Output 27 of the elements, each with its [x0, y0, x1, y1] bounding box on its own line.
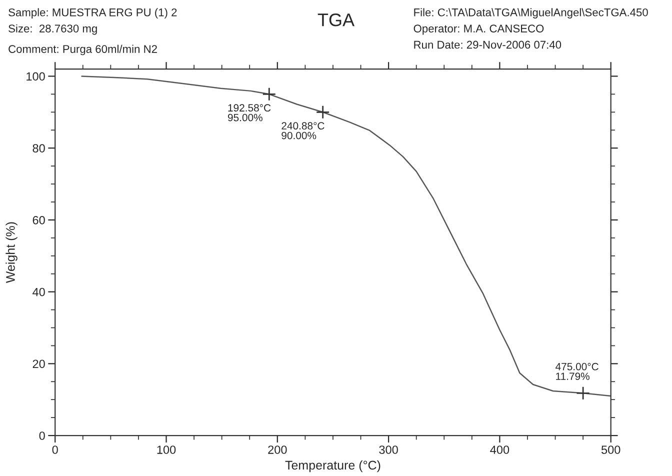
text: Sample: MUESTRA ERG PU (1) 2 — [8, 8, 177, 19]
x-tick-label: 200 — [268, 446, 287, 454]
x-tick-label: 0 — [52, 446, 58, 454]
text: Size: 28.7630 mg — [8, 24, 97, 35]
point — [576, 386, 590, 400]
annotation: 192.58°C 95.00% — [228, 104, 271, 122]
y-tick-label: 100 — [26, 72, 45, 81]
annotation: 475.00°C 11.79% — [556, 362, 598, 380]
y-tick-label: 60 — [32, 216, 45, 224]
y-tick-label: 0 — [39, 432, 45, 440]
x-tick-label: 400 — [490, 446, 510, 454]
x-axis-title: Temperature (°C) — [285, 460, 380, 472]
text: Operator: M.A. CANSECO — [414, 24, 544, 35]
y-tick-label: 80 — [32, 144, 45, 152]
y-tick-label: 40 — [32, 288, 45, 296]
y-tick-label: 20 — [32, 360, 45, 368]
x-tick-label: 100 — [157, 446, 176, 454]
point — [316, 105, 330, 120]
point — [262, 87, 276, 102]
x-tick-label: 300 — [379, 446, 398, 454]
annotation: 240.88°C 90.00% — [282, 122, 324, 140]
y-axis-title: Weight (%) — [6, 222, 18, 284]
text: Run Date: 29-Nov-2006 07:40 — [414, 40, 562, 49]
chart-title: TGA — [318, 13, 355, 26]
text: Comment: Purga 60ml/min N2 — [8, 44, 157, 56]
text: File: C:\TA\Data\TGA\MiguelAngel\SecTGA.450 — [414, 8, 648, 19]
x-tick-label: 500 — [601, 446, 620, 454]
